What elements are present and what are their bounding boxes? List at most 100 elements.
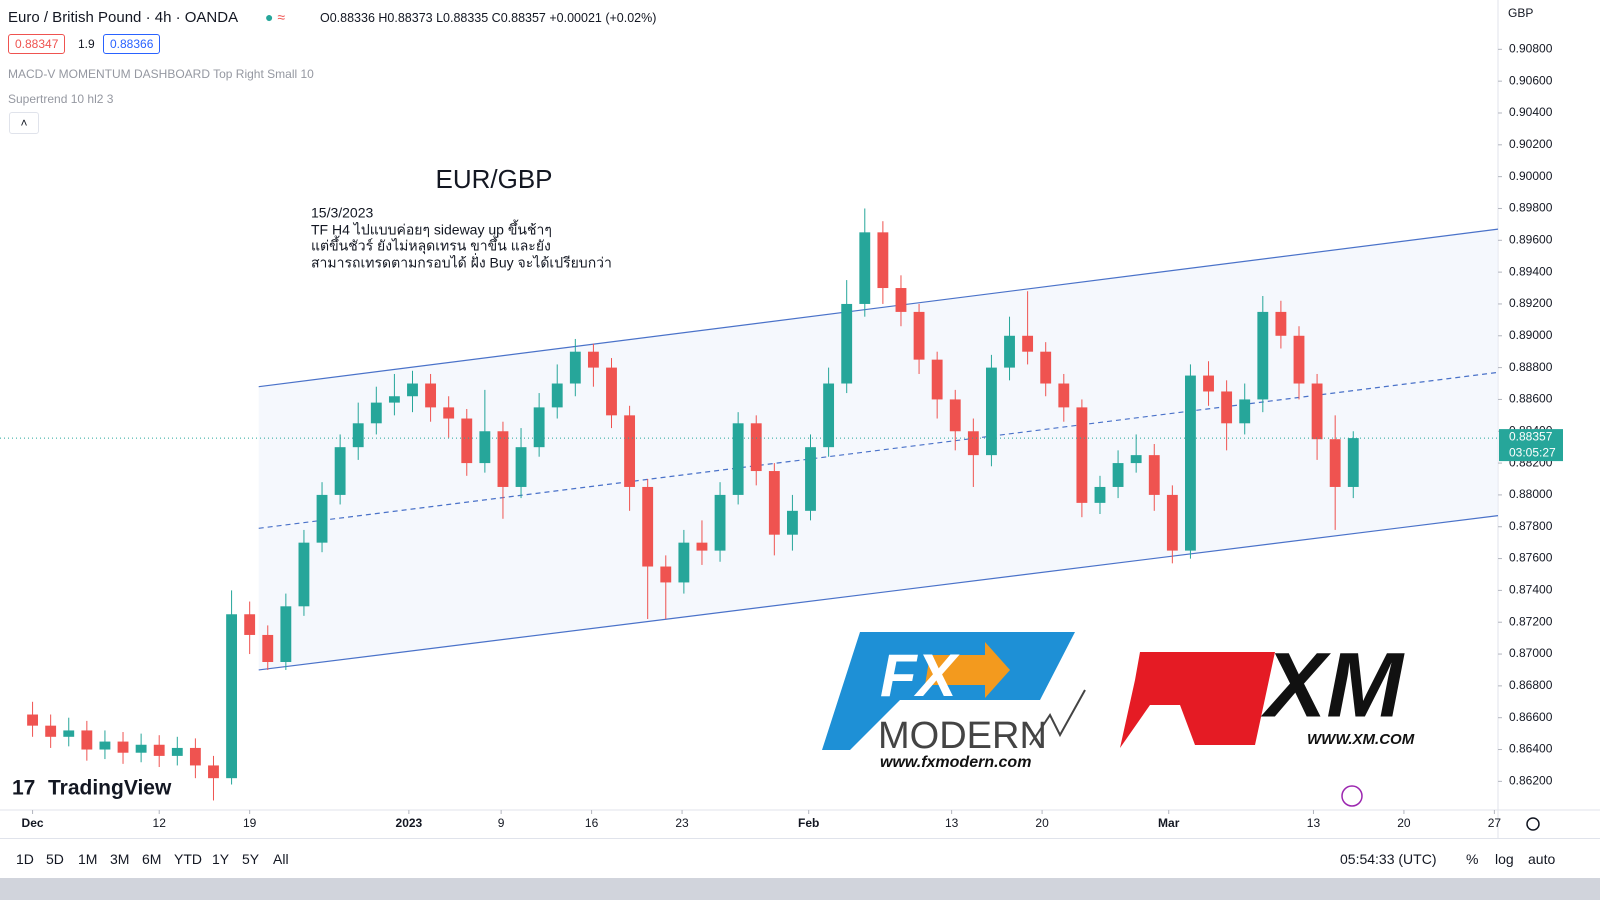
candle-body <box>1004 335 1015 368</box>
candle-body <box>515 447 527 487</box>
x-tick-label: 13 <box>1307 816 1321 830</box>
candle-body <box>1166 494 1178 551</box>
candle-body <box>208 765 219 779</box>
chart-title: EUR/GBP <box>435 164 552 194</box>
range-button[interactable]: All <box>273 851 289 867</box>
annotation-line: TF H4 ไปแบบค่อยๆ sideway up ขึ้นช้าๆ <box>311 220 552 238</box>
candle-body <box>660 566 672 583</box>
annotation-line: สามารถเทรดตามกรอบได้ ฝั่ง Buy จะได้เปรีย… <box>311 254 612 271</box>
y-tick-label: 0.89200 <box>1509 296 1553 310</box>
candle-body <box>226 614 238 779</box>
range-button[interactable]: 6M <box>142 851 162 867</box>
settings-icon[interactable] <box>1526 817 1540 831</box>
logo-url: www.fxmodern.com <box>880 754 1031 771</box>
indicator-label[interactable]: MACD-V MOMENTUM DASHBOARD Top Right Smal… <box>8 67 314 81</box>
candle-body <box>805 447 816 511</box>
candle-body <box>99 741 111 750</box>
candle-body <box>587 351 599 368</box>
y-tick-label: 0.89800 <box>1509 201 1553 215</box>
annotation-line: 15/3/2023 <box>311 205 373 221</box>
clock: 05:54:33 (UTC) <box>1340 851 1437 867</box>
scale-option[interactable]: auto <box>1528 851 1556 867</box>
watermark: TradingView <box>48 777 172 800</box>
bid-button[interactable]: 0.88347 <box>8 34 66 54</box>
symbol-title[interactable]: Euro / British Pound · 4h · OANDA <box>8 9 239 26</box>
y-tick-label: 0.88600 <box>1509 392 1553 406</box>
candle-body <box>189 747 201 766</box>
range-button[interactable]: YTD <box>174 851 202 867</box>
candle-body <box>425 383 437 408</box>
candle-body <box>768 471 780 535</box>
range-button[interactable]: 5D <box>46 851 64 867</box>
status-dots: ● ≈ <box>265 9 286 25</box>
logo-bull <box>1120 652 1275 748</box>
logo-text: XM <box>1260 634 1405 736</box>
annotation-line: แต่ขึ้นชัวร์ ยังไม่หลุดเทรน ขาขึ้น และยั… <box>311 236 551 255</box>
candle-body <box>443 407 455 419</box>
candle-body <box>714 494 726 551</box>
y-tick-label: 0.87000 <box>1509 646 1553 660</box>
xm-logo: XM WWW.XM.COM <box>1120 634 1415 748</box>
candle-body <box>27 714 38 726</box>
candle-body <box>1221 391 1233 424</box>
candle-body <box>913 311 925 360</box>
alert-icon[interactable] <box>1341 785 1363 807</box>
x-tick-label: Feb <box>798 816 819 830</box>
y-tick-label: 0.89000 <box>1509 328 1553 342</box>
range-button[interactable]: 1Y <box>212 851 230 867</box>
candle-body <box>1148 455 1160 495</box>
last-price-label: 0.88357 <box>1509 429 1553 443</box>
candle-body <box>986 367 997 456</box>
x-tick-label: 9 <box>498 816 505 830</box>
candle-body <box>117 741 129 753</box>
candle-body <box>1040 351 1052 384</box>
y-tick-label: 0.90200 <box>1509 137 1553 151</box>
candle-body <box>1239 399 1251 424</box>
y-tick-label: 0.88000 <box>1509 487 1553 501</box>
candle-body <box>1293 335 1305 384</box>
ask-button[interactable]: 0.88366 <box>103 34 161 54</box>
candle-body <box>949 399 961 432</box>
scale-option[interactable]: % <box>1466 851 1479 867</box>
plot-area <box>0 208 1499 801</box>
collapse-button[interactable]: ˄ <box>9 112 39 134</box>
candle-body <box>569 351 581 384</box>
candle-body <box>967 431 979 456</box>
range-button[interactable]: 1M <box>78 851 98 867</box>
range-button[interactable]: 1D <box>16 851 34 867</box>
bottom-toolbar: 1D 5D 1M 3M 6M YTD 1Y 5Y All 05:54:33 (UTC) % log… <box>0 838 1600 879</box>
candle-body <box>895 288 907 312</box>
countdown: 03:05:27 <box>1509 445 1556 459</box>
candle-body <box>334 447 346 495</box>
fxmodern-logo: FX MODERN www.fxmodern.com <box>822 632 1086 771</box>
candle-body <box>370 402 382 424</box>
candle-body <box>244 614 256 635</box>
candle-body <box>696 542 708 551</box>
candle-body <box>931 359 943 400</box>
candle-body <box>1094 486 1106 503</box>
x-tick-label: 19 <box>243 816 257 830</box>
candle-body <box>823 383 835 448</box>
candle-body <box>1275 311 1287 336</box>
candle-body <box>461 418 473 464</box>
y-tick-label: 0.89400 <box>1509 264 1553 278</box>
candle-body <box>877 232 889 289</box>
y-tick-label: 0.90400 <box>1509 105 1553 119</box>
annotation: 15/3/2023 TF H4 ไปแบบค่อยๆ sideway up ขึ… <box>311 205 612 271</box>
logo-url: WWW.XM.COM <box>1307 731 1415 748</box>
x-tick-label: Mar <box>1158 816 1180 830</box>
candle-body <box>1203 375 1214 392</box>
logo-tick <box>1029 689 1086 746</box>
indicator-label[interactable]: Supertrend 10 hl2 3 <box>8 92 114 106</box>
y-tick-label: 0.90000 <box>1509 169 1553 183</box>
y-tick-label: 0.87200 <box>1509 614 1553 628</box>
candle-body <box>533 407 545 448</box>
candle-body <box>1257 311 1269 400</box>
range-button[interactable]: 3M <box>110 851 130 867</box>
range-button[interactable]: 5Y <box>242 851 260 867</box>
logo-shape <box>822 632 1075 750</box>
scale-option[interactable]: log <box>1495 851 1514 867</box>
currency-label[interactable]: GBP <box>1508 6 1533 20</box>
